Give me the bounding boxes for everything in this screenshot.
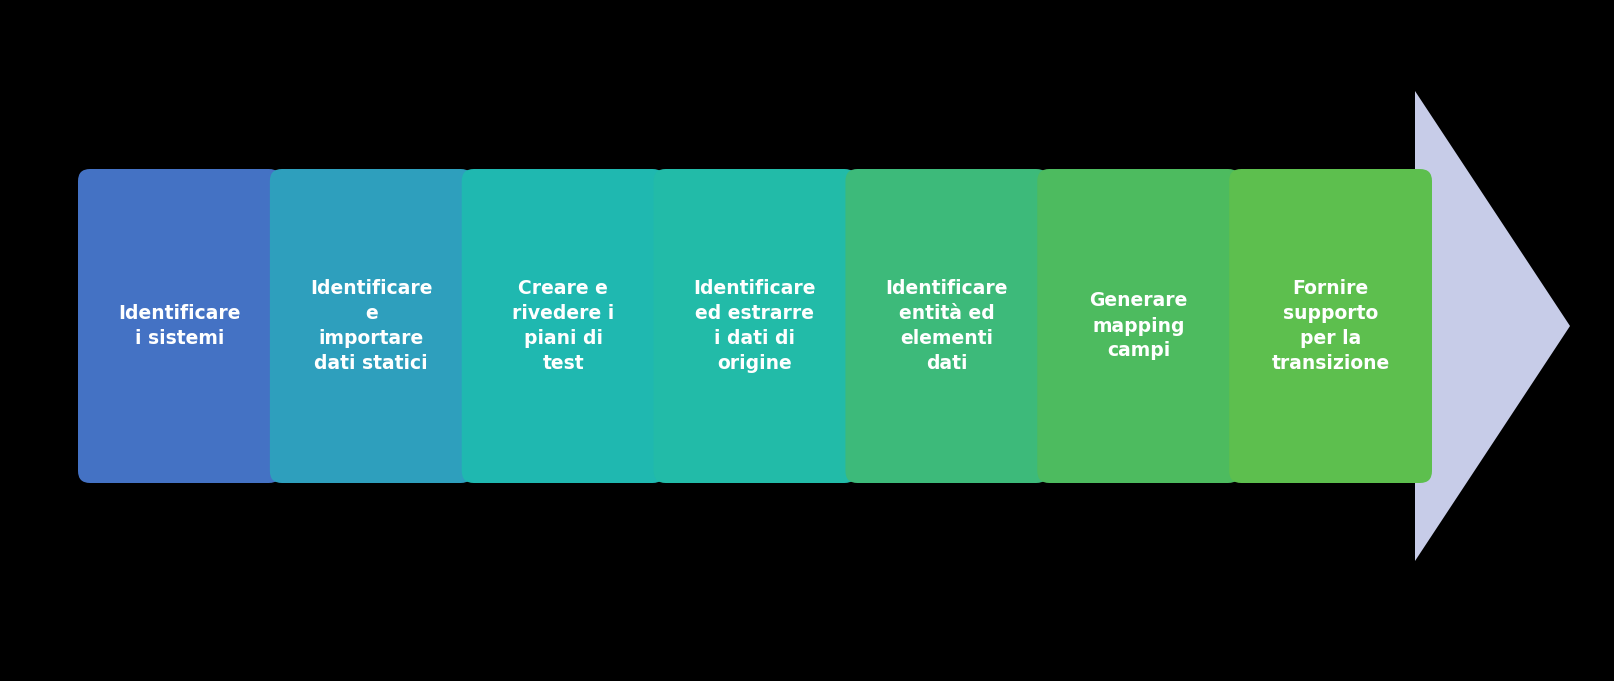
Polygon shape: [105, 91, 1570, 561]
FancyBboxPatch shape: [77, 169, 281, 483]
FancyBboxPatch shape: [270, 169, 473, 483]
FancyBboxPatch shape: [1038, 169, 1240, 483]
Text: Fornire
supporto
per la
transizione: Fornire supporto per la transizione: [1272, 279, 1390, 373]
FancyBboxPatch shape: [1230, 169, 1432, 483]
FancyBboxPatch shape: [654, 169, 857, 483]
Text: Identificare
entità ed
elementi
dati: Identificare entità ed elementi dati: [886, 279, 1009, 373]
Text: Identificare
i sistemi: Identificare i sistemi: [118, 304, 240, 348]
Text: Generare
mapping
campi: Generare mapping campi: [1089, 291, 1188, 360]
Text: Creare e
rivedere i
piani di
test: Creare e rivedere i piani di test: [512, 279, 615, 373]
FancyBboxPatch shape: [462, 169, 665, 483]
Text: Identificare
ed estrarre
i dati di
origine: Identificare ed estrarre i dati di origi…: [694, 279, 817, 373]
Text: Identificare
e
importare
dati statici: Identificare e importare dati statici: [310, 279, 433, 373]
FancyBboxPatch shape: [846, 169, 1047, 483]
